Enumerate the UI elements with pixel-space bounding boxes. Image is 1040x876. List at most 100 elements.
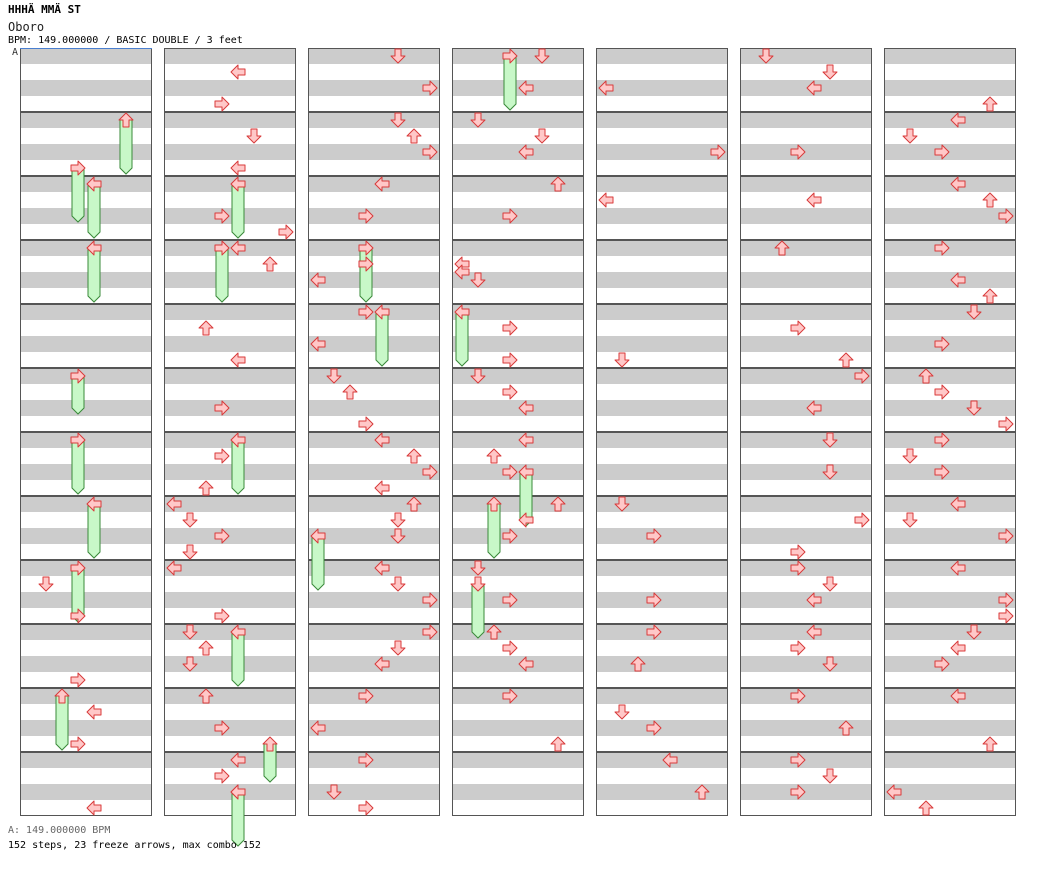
measure-box (308, 176, 440, 240)
measure-box (884, 432, 1016, 496)
beat-stripe (20, 688, 152, 704)
beat-stripe (884, 656, 1016, 672)
measure-box (308, 688, 440, 752)
step-arrow (86, 704, 102, 720)
freeze-head (310, 528, 326, 544)
page-title: ННHÄ ММÄ ST (8, 3, 81, 16)
beat-stripe (20, 752, 152, 768)
beat-stripe (740, 336, 872, 352)
beat-stripe (452, 176, 584, 192)
beat-stripe (596, 80, 728, 96)
step-arrow (326, 784, 342, 800)
step-arrow (486, 448, 502, 464)
freeze-head (214, 240, 230, 256)
freeze-head (230, 432, 246, 448)
step-arrow (502, 592, 518, 608)
beat-stripe (596, 304, 728, 320)
measure-box (884, 304, 1016, 368)
beat-stripe (308, 432, 440, 448)
beat-stripe (20, 464, 152, 480)
beat-stripe (20, 240, 152, 256)
beat-stripe (308, 176, 440, 192)
freeze-arrow (119, 119, 133, 175)
measure-box (20, 368, 152, 432)
step-arrow (38, 576, 54, 592)
step-arrow (502, 208, 518, 224)
step-arrow (614, 496, 630, 512)
step-arrow (550, 176, 566, 192)
beat-stripe (164, 368, 296, 384)
beat-stripe (452, 272, 584, 288)
freeze-head (86, 496, 102, 512)
freeze-arrow (231, 791, 245, 847)
beat-stripe (740, 400, 872, 416)
beat-stripe (308, 528, 440, 544)
beat-stripe (164, 560, 296, 576)
beat-stripe (596, 464, 728, 480)
step-arrow (966, 400, 982, 416)
step-arrow (598, 192, 614, 208)
step-arrow (166, 560, 182, 576)
measure-box (884, 688, 1016, 752)
beat-stripe (596, 560, 728, 576)
step-arrow (422, 624, 438, 640)
step-arrow (806, 592, 822, 608)
freeze-arrow (487, 503, 501, 559)
step-arrow (934, 656, 950, 672)
freeze-arrow (87, 247, 101, 303)
measure-box (884, 176, 1016, 240)
freeze-head (230, 176, 246, 192)
beat-stripe (20, 432, 152, 448)
beat-stripe (164, 336, 296, 352)
freeze-arrow (359, 247, 373, 303)
measure-box (20, 304, 152, 368)
step-arrow (214, 96, 230, 112)
beat-stripe (596, 112, 728, 128)
freeze-arrow (87, 503, 101, 559)
beat-stripe (740, 688, 872, 704)
beat-stripe (596, 688, 728, 704)
step-arrow (998, 208, 1014, 224)
step-arrow (70, 608, 86, 624)
step-arrow (902, 448, 918, 464)
step-arrow (902, 512, 918, 528)
beat-stripe (164, 688, 296, 704)
beat-stripe (740, 112, 872, 128)
step-arrow (966, 624, 982, 640)
step-arrow (230, 240, 246, 256)
measure-box (452, 368, 584, 432)
beat-stripe (164, 208, 296, 224)
step-arrow (358, 688, 374, 704)
step-arrow (390, 528, 406, 544)
step-arrow (630, 656, 646, 672)
beat-stripe (884, 80, 1016, 96)
measure-box (452, 112, 584, 176)
step-arrow (790, 544, 806, 560)
beat-stripe (20, 528, 152, 544)
beat-stripe (164, 624, 296, 640)
measure-box (452, 240, 584, 304)
beat-stripe (20, 304, 152, 320)
freeze-head (86, 176, 102, 192)
step-arrow (166, 496, 182, 512)
step-arrow (822, 64, 838, 80)
beat-stripe (740, 592, 872, 608)
beat-stripe (452, 720, 584, 736)
step-arrow (390, 512, 406, 528)
beat-stripe (740, 528, 872, 544)
measure-box (452, 496, 584, 560)
step-arrow (454, 264, 470, 280)
measure-box (308, 304, 440, 368)
measure-box (596, 560, 728, 624)
step-arrow (502, 464, 518, 480)
beat-stripe (452, 752, 584, 768)
measure-box (740, 624, 872, 688)
beat-stripe (452, 592, 584, 608)
measure-box (596, 624, 728, 688)
step-arrow (822, 464, 838, 480)
freeze-arrow (55, 695, 69, 751)
freeze-arrow (231, 183, 245, 239)
measure-box (740, 432, 872, 496)
beat-stripe (308, 304, 440, 320)
beat-stripe (20, 48, 152, 64)
